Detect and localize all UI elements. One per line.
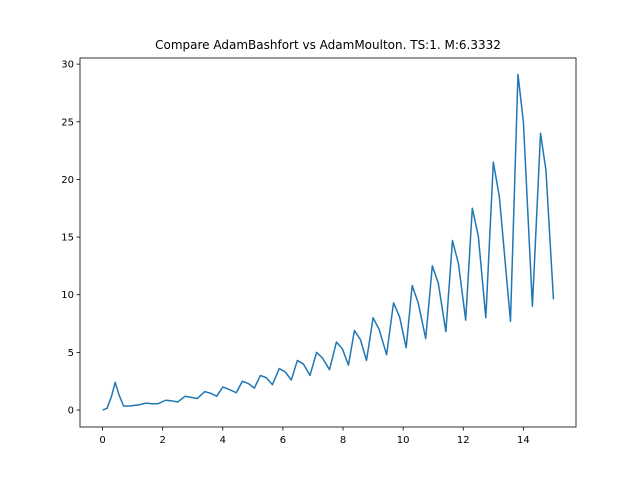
x-tick-label: 14 (517, 435, 530, 446)
chart-title: Compare AdamBashfort vs AdamMoulton. TS:… (155, 38, 501, 52)
data-line (102, 73, 555, 411)
x-tick-label: 6 (280, 435, 286, 446)
y-tick-label: 25 (61, 117, 74, 128)
plot-frame (79, 57, 577, 428)
y-tick-label: 30 (61, 60, 74, 71)
y-tick-label: 15 (61, 233, 74, 244)
y-tick-label: 10 (61, 290, 74, 301)
x-tick-label: 10 (397, 435, 410, 446)
y-tick-label: 20 (61, 175, 74, 186)
x-tick-label: 8 (340, 435, 346, 446)
x-tick-label: 0 (99, 435, 105, 446)
y-tick-label: 0 (68, 406, 74, 417)
x-tick-label: 2 (159, 435, 165, 446)
y-tick-label: 5 (68, 348, 74, 359)
x-tick-label: 4 (220, 435, 226, 446)
x-tick-label: 12 (457, 435, 470, 446)
